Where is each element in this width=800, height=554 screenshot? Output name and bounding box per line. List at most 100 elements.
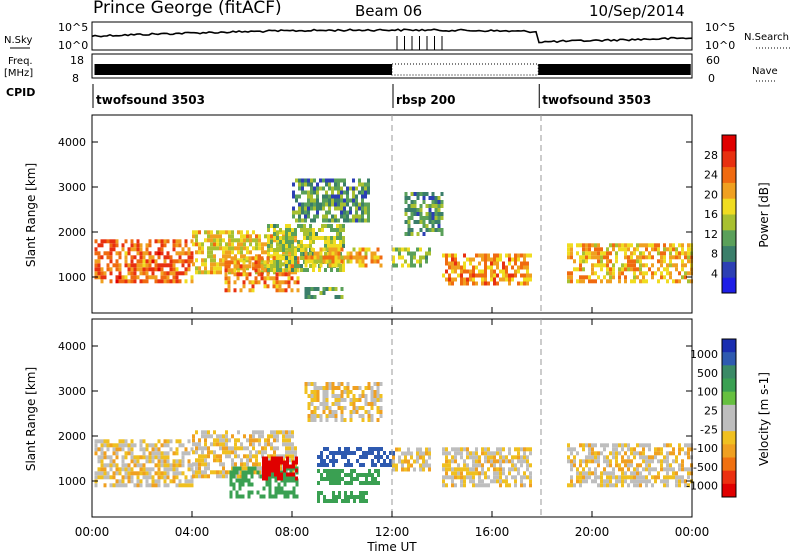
velocity-echo-cell bbox=[243, 446, 246, 451]
velocity-echo-cell bbox=[204, 474, 207, 479]
velocity-echo-cell bbox=[341, 477, 344, 481]
power-echo-cell bbox=[342, 224, 345, 228]
power-echo-cell bbox=[166, 255, 170, 260]
power-echo-cell bbox=[333, 244, 336, 248]
velocity-echo-cell bbox=[636, 483, 639, 488]
power-echo-cell bbox=[675, 247, 678, 252]
velocity-echo-cell bbox=[292, 472, 295, 477]
power-echo-cell bbox=[618, 243, 621, 248]
power-echo-cell bbox=[296, 260, 300, 265]
velocity-echo-cell bbox=[361, 394, 365, 398]
velocity-echo-cell bbox=[335, 451, 338, 455]
power-echo-cell bbox=[310, 194, 313, 199]
velocity-echo-cell bbox=[261, 430, 264, 435]
velocity-echo-cell bbox=[383, 459, 386, 463]
power-echo-cell bbox=[124, 263, 128, 268]
velocity-echo-cell bbox=[292, 486, 296, 491]
power-echo-cell bbox=[681, 275, 684, 280]
velocity-echo-cell bbox=[582, 447, 585, 452]
velocity-echo-cell bbox=[323, 463, 326, 467]
power-echo-cell bbox=[133, 255, 137, 260]
velocity-echo-cell bbox=[276, 446, 279, 451]
power-echo-cell bbox=[301, 210, 304, 215]
velocity-echo-cell bbox=[410, 455, 413, 460]
velocity-echo-cell bbox=[277, 472, 280, 477]
power-echo-cell bbox=[270, 254, 273, 259]
velocity-echo-cell bbox=[472, 475, 475, 480]
power-echo-cell bbox=[669, 247, 672, 252]
power-echo-cell bbox=[300, 264, 303, 268]
velocity-echo-cell bbox=[139, 463, 143, 468]
power-echo-cell bbox=[343, 255, 347, 260]
velocity-echo-cell bbox=[422, 467, 425, 472]
power-echo-cell bbox=[216, 246, 219, 251]
power-echo-cell bbox=[267, 252, 270, 256]
power-echo-cell bbox=[651, 271, 654, 276]
power-echo-cell bbox=[267, 244, 270, 248]
power-echo-cell bbox=[316, 251, 320, 256]
power-echo-cell bbox=[148, 255, 152, 260]
power-echo-cell bbox=[499, 253, 502, 258]
power-echo-cell bbox=[245, 264, 249, 269]
date-title: 10/Sep/2014 bbox=[589, 2, 685, 20]
power-echo-cell bbox=[184, 267, 188, 272]
velocity-echo-cell bbox=[358, 386, 362, 390]
velocity-echo-cell bbox=[277, 476, 280, 481]
power-echo-cell bbox=[606, 259, 609, 264]
power-echo-cell bbox=[413, 220, 417, 224]
velocity-echo-cell bbox=[288, 442, 291, 447]
velocity-echo-cell bbox=[502, 447, 505, 452]
power-echo-cell bbox=[401, 247, 404, 252]
power-echo-cell bbox=[517, 257, 520, 262]
x-tick-label: 00:00 bbox=[75, 525, 110, 539]
power-echo-cell bbox=[645, 279, 648, 284]
power-echo-cell bbox=[282, 244, 285, 248]
power-echo-cell bbox=[322, 291, 326, 295]
velocity-echo-cell bbox=[612, 467, 615, 472]
power-echo-cell bbox=[100, 271, 104, 276]
power-echo-cell bbox=[615, 259, 618, 264]
velocity-echo-cell bbox=[618, 475, 621, 480]
velocity-echo-cell bbox=[332, 495, 335, 499]
power-echo-cell bbox=[325, 247, 329, 252]
velocity-echo-cell bbox=[133, 443, 137, 448]
power-echo-cell bbox=[609, 243, 612, 248]
velocity-echo-cell bbox=[639, 463, 642, 468]
velocity-echo-cell bbox=[115, 455, 119, 460]
velocity-echo-cell bbox=[392, 455, 395, 460]
velocity-echo-cell bbox=[362, 463, 365, 467]
power-echo-cell bbox=[319, 259, 323, 264]
velocity-echo-cell bbox=[222, 462, 225, 467]
power-echo-cell bbox=[291, 260, 294, 264]
power-echo-cell bbox=[276, 236, 279, 240]
velocity-echo-cell bbox=[493, 455, 496, 460]
power-echo-cell bbox=[198, 246, 201, 251]
velocity-echo-cell bbox=[225, 470, 228, 475]
velocity-echo-cell bbox=[636, 467, 639, 472]
power-echo-cell bbox=[523, 281, 526, 286]
velocity-echo-cell bbox=[642, 475, 645, 480]
velocity-echo-cell bbox=[481, 451, 484, 456]
velocity-echo-cell bbox=[166, 455, 170, 460]
velocity-echo-cell bbox=[283, 460, 286, 465]
power-echo-cell bbox=[514, 269, 517, 274]
velocity-echo-cell bbox=[145, 459, 149, 464]
power-echo-cell bbox=[618, 271, 621, 276]
x-tick-label: 16:00 bbox=[475, 525, 510, 539]
velocity-echo-cell bbox=[163, 475, 167, 480]
power-echo-cell bbox=[330, 244, 333, 248]
velocity-echo-cell bbox=[247, 466, 251, 471]
velocity-echo-cell bbox=[340, 382, 344, 386]
velocity-echo-cell bbox=[451, 479, 454, 484]
power-echo-cell bbox=[115, 243, 119, 248]
velocity-echo-cell bbox=[136, 463, 140, 468]
velocity-echo-cell bbox=[313, 394, 317, 398]
velocity-echo-cell bbox=[496, 479, 499, 484]
power-echo-cell bbox=[312, 268, 315, 272]
power-echo-cell bbox=[526, 277, 529, 282]
velocity-echo-cell bbox=[349, 390, 353, 394]
power-echo-cell bbox=[297, 224, 300, 228]
velocity-echo-cell bbox=[514, 447, 517, 452]
velocity-echo-cell bbox=[511, 475, 514, 480]
power-echo-cell bbox=[210, 250, 213, 255]
